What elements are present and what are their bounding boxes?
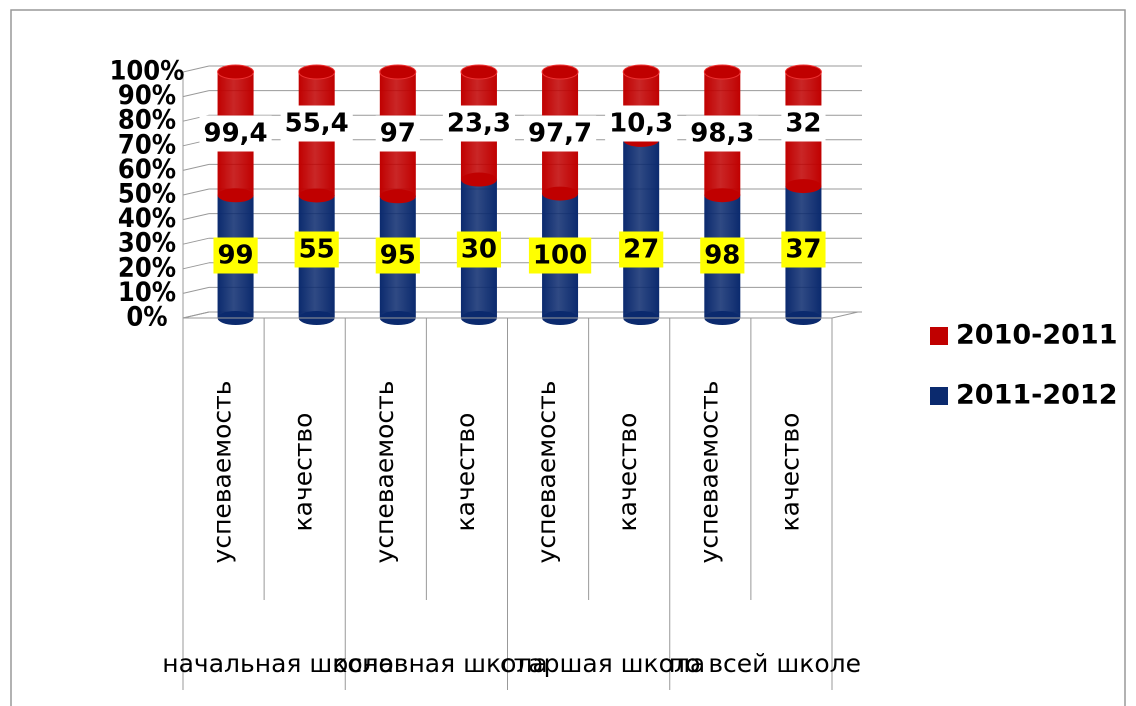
y-tick-label: 30%	[118, 228, 176, 259]
bar	[623, 139, 660, 318]
y-tick-label: 90%	[118, 80, 176, 111]
bar-top	[460, 64, 498, 80]
grid-line	[182, 262, 210, 270]
bar-top	[541, 64, 579, 80]
y-tick-label: 0%	[126, 302, 167, 333]
x-tick-label: успеваемость	[532, 381, 561, 564]
data-label: 30	[461, 235, 497, 265]
legend-label: 2011-2012	[956, 380, 1118, 411]
bar-bottom	[785, 179, 822, 194]
data-label: 55	[299, 235, 335, 265]
bar-top	[379, 64, 417, 80]
axis-line	[831, 311, 859, 319]
x-tick-label: качество	[613, 413, 642, 532]
y-tick-label: 50%	[118, 179, 176, 210]
grid-line	[182, 188, 210, 196]
bar-bottom	[704, 188, 741, 203]
data-label-box	[528, 237, 592, 274]
legend-swatch	[930, 327, 948, 345]
data-label-box	[294, 231, 339, 268]
y-tick-label: 60%	[118, 154, 176, 185]
data-label-box	[619, 231, 664, 268]
grid-line	[182, 65, 210, 73]
data-label: 99,4	[203, 119, 267, 149]
data-label: 98	[704, 241, 740, 271]
legend-label: 2010-2011	[956, 320, 1118, 351]
data-label: 37	[785, 235, 821, 265]
data-label-box	[199, 115, 272, 152]
data-label-box	[700, 237, 745, 274]
data-label-box	[280, 105, 353, 142]
data-label-box	[456, 231, 502, 268]
grid-line	[182, 90, 210, 98]
x-tick-label: качество	[289, 413, 318, 532]
bar-bottom	[379, 189, 416, 204]
group-label: начальная школа	[162, 649, 394, 678]
y-tick-label: 70%	[118, 129, 176, 160]
grid-line	[182, 163, 210, 171]
bar-bottom	[217, 188, 254, 203]
x-tick-label: успеваемость	[370, 381, 399, 564]
data-label: 99	[217, 241, 253, 271]
bar-bottom	[542, 186, 579, 201]
bar-top	[622, 64, 660, 80]
data-label: 97,7	[528, 119, 592, 149]
data-label: 23,3	[447, 109, 511, 139]
bar-top	[784, 64, 822, 80]
x-tick-label: успеваемость	[208, 381, 237, 564]
data-label-box	[605, 105, 678, 142]
bar-top	[298, 64, 336, 80]
bar-bottom	[298, 188, 335, 203]
grid-line	[182, 311, 210, 319]
data-label-box	[523, 115, 597, 152]
data-label: 27	[623, 235, 659, 265]
y-tick-label: 20%	[118, 252, 176, 283]
group-label: старшая школа	[500, 649, 705, 678]
group-label: по всей школе	[669, 649, 861, 678]
group-label: основная школа	[333, 649, 548, 678]
data-label-box	[375, 237, 420, 274]
data-label: 95	[380, 241, 416, 271]
y-tick-label: 10%	[118, 277, 176, 308]
grid-line	[182, 237, 210, 245]
grid-line	[182, 213, 210, 221]
data-label-box	[442, 105, 516, 142]
y-tick-label: 40%	[118, 203, 176, 234]
bar-top	[217, 64, 255, 80]
x-tick-label: успеваемость	[694, 381, 723, 564]
data-label: 100	[533, 241, 587, 271]
data-label: 97	[380, 119, 416, 149]
data-label: 10,3	[609, 109, 673, 139]
data-label: 55,4	[285, 109, 349, 139]
data-label-box	[375, 115, 420, 152]
data-label-box	[213, 237, 258, 274]
x-tick-label: качество	[451, 413, 480, 532]
x-tick-label: качество	[775, 413, 804, 532]
y-tick-label: 80%	[118, 105, 176, 136]
grid-line	[182, 286, 210, 294]
data-label-box	[781, 231, 826, 268]
data-label-box	[781, 105, 826, 142]
legend-swatch	[930, 387, 948, 405]
y-tick-label: 100%	[109, 56, 184, 87]
bar-bottom	[460, 172, 497, 187]
bar-top	[703, 64, 741, 80]
data-label-box	[686, 115, 759, 152]
frame	[10, 9, 1126, 706]
data-label: 32	[785, 109, 821, 139]
data-label: 98,3	[690, 119, 754, 149]
